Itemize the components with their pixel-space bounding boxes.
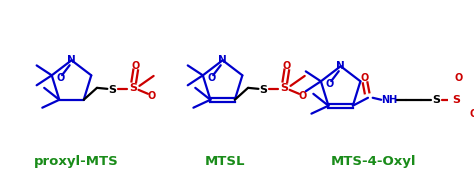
Text: MTS-4-Oxyl: MTS-4-Oxyl: [331, 155, 417, 168]
Text: O: O: [325, 79, 333, 89]
Text: S: S: [129, 83, 137, 93]
Text: O: O: [360, 73, 368, 83]
Text: N: N: [67, 55, 76, 65]
Text: proxyl-MTS: proxyl-MTS: [34, 155, 118, 168]
Text: O: O: [283, 61, 291, 71]
Text: NH: NH: [381, 95, 397, 105]
Text: S: S: [280, 83, 288, 93]
Text: O: O: [207, 73, 215, 83]
Text: MTSL: MTSL: [204, 155, 245, 168]
Text: N: N: [218, 55, 227, 65]
Text: S: S: [108, 85, 116, 95]
Text: S: S: [259, 85, 267, 95]
Text: O: O: [455, 73, 463, 83]
Text: N: N: [336, 61, 345, 71]
Text: O: O: [299, 91, 307, 101]
Text: O: O: [470, 109, 474, 119]
Text: O: O: [56, 73, 64, 83]
Text: O: O: [147, 91, 156, 101]
Text: S: S: [453, 95, 461, 105]
Text: S: S: [432, 95, 440, 105]
Text: O: O: [132, 61, 140, 71]
